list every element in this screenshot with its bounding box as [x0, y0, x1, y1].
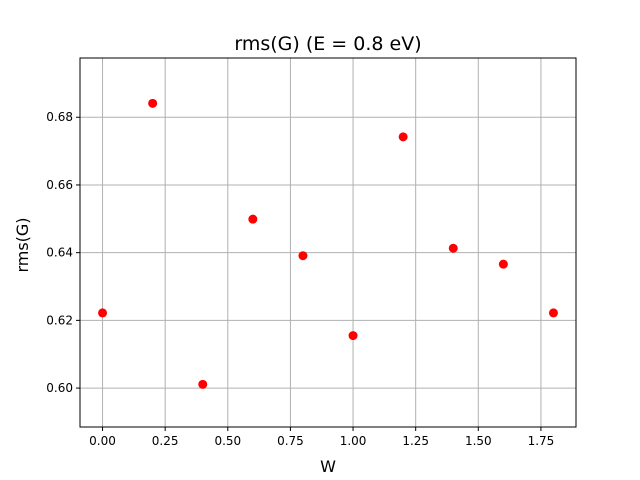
- x-axis-label: W: [320, 457, 336, 476]
- x-tick-label: 1.75: [528, 434, 555, 448]
- x-tick-label: 0.75: [277, 434, 304, 448]
- data-point-4: [298, 251, 308, 261]
- chart-title: rms(G) (E = 0.8 eV): [234, 33, 421, 55]
- data-point-7: [448, 243, 458, 253]
- y-axis-label: rms(G): [13, 217, 32, 272]
- data-point-6: [398, 132, 408, 142]
- x-tick-label: 1.50: [465, 434, 492, 448]
- x-tick-label: 1.00: [340, 434, 367, 448]
- data-point-1: [148, 98, 158, 108]
- plot-frame: [79, 57, 577, 428]
- data-point-2: [198, 379, 208, 389]
- y-tick-label: 0.66: [46, 178, 73, 192]
- y-tick-label: 0.62: [46, 313, 73, 327]
- x-tick-label: 1.25: [402, 434, 429, 448]
- x-tick-label: 0.25: [152, 434, 179, 448]
- data-point-8: [498, 259, 508, 269]
- x-axis-ticks: 0.00 0.25 0.50 0.75 1.00 1.25 1.50 1.75: [89, 427, 554, 448]
- data-point-9: [548, 308, 558, 318]
- grid: [80, 58, 576, 427]
- data-point-3: [248, 214, 258, 224]
- y-tick-label: 0.68: [46, 110, 73, 124]
- data-points: [98, 98, 558, 389]
- y-tick-label: 0.64: [46, 246, 73, 260]
- y-axis-ticks: 0.60 0.62 0.64 0.66 0.68: [46, 110, 80, 395]
- x-tick-label: 0.50: [214, 434, 241, 448]
- y-tick-label: 0.60: [46, 381, 73, 395]
- data-point-0: [98, 308, 108, 318]
- x-tick-label: 0.00: [89, 434, 116, 448]
- data-point-5: [348, 331, 358, 341]
